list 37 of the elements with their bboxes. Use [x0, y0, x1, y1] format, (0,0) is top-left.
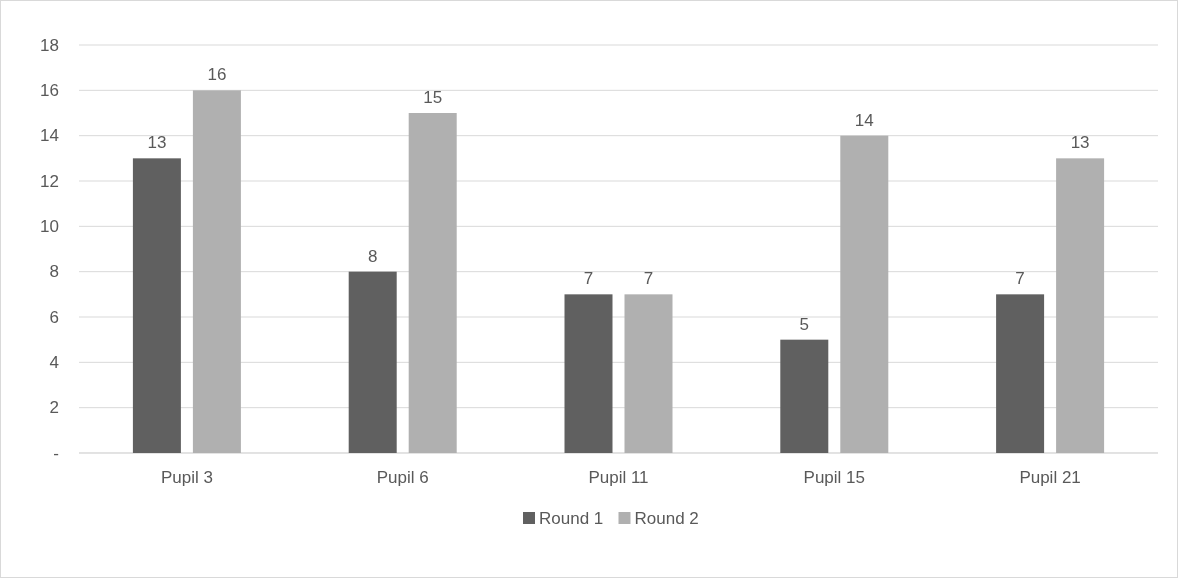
x-tick-label: Pupil 11: [588, 467, 649, 487]
y-tick-label: 18: [40, 35, 59, 55]
bar: [192, 90, 241, 453]
bar: [132, 158, 181, 453]
data-label: 13: [147, 133, 167, 153]
bar: [564, 294, 613, 453]
data-label: 16: [207, 65, 227, 85]
y-tick-label: 6: [49, 307, 59, 327]
bar: [1056, 158, 1105, 453]
y-tick-label: 12: [40, 171, 59, 191]
y-tick-label: 8: [49, 262, 59, 282]
data-label: 8: [367, 246, 378, 266]
y-tick-label: 4: [49, 352, 59, 372]
data-label: 7: [583, 269, 594, 289]
y-tick-label: -: [53, 443, 59, 463]
x-tick-label: Pupil 21: [1019, 467, 1081, 487]
bar: [840, 135, 889, 453]
legend-label: Round 2: [634, 508, 699, 528]
bar: [996, 294, 1045, 453]
y-tick-label: 16: [40, 80, 59, 100]
y-tick-label: 14: [40, 126, 59, 146]
bar: [348, 271, 397, 453]
x-tick-label: Pupil 15: [803, 467, 866, 487]
legend-label: Round 1: [539, 508, 604, 528]
x-tick-label: Pupil 3: [160, 467, 213, 487]
y-tick-label: 2: [49, 398, 59, 418]
data-label: 7: [1015, 269, 1025, 289]
data-label: 5: [799, 314, 810, 334]
bar: [624, 294, 673, 453]
bar: [408, 113, 457, 453]
y-tick-label: 10: [40, 216, 59, 236]
data-label: 15: [423, 88, 443, 107]
data-label: 7: [643, 269, 654, 289]
x-tick-label: Pupil 6: [376, 467, 429, 487]
data-label: 14: [854, 110, 874, 130]
bar: [780, 339, 829, 453]
data-label: 13: [1070, 133, 1090, 153]
